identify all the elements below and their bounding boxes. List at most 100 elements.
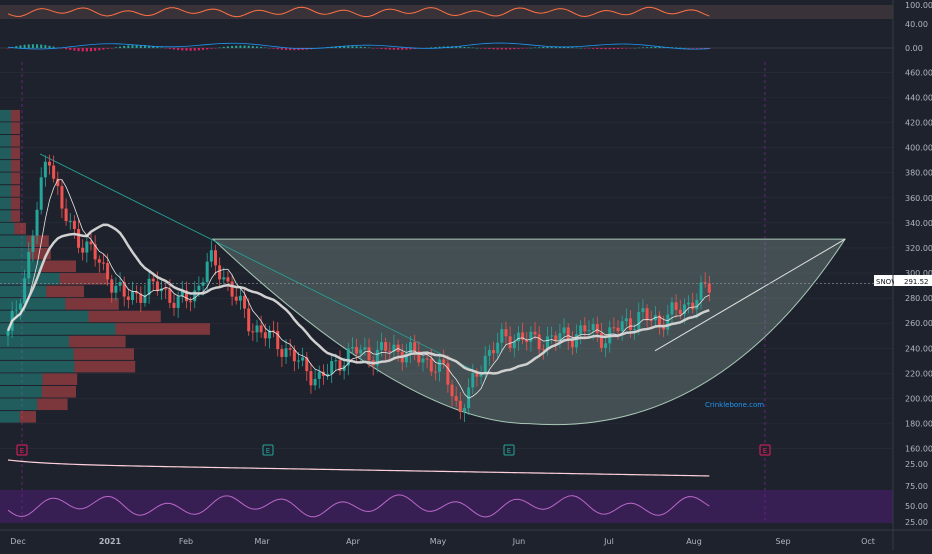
macd-histogram-bar <box>231 45 234 48</box>
price-tick-label: 440.00 <box>905 93 932 102</box>
candle-body <box>350 347 354 349</box>
top-oscillator-line <box>7 6 710 18</box>
macd-tick-0: 0.00 <box>905 44 923 53</box>
volume-profile-bar <box>0 135 11 147</box>
macd-histogram-bar <box>94 48 97 51</box>
candle-body <box>421 358 425 363</box>
candle-body <box>504 329 508 337</box>
macd-histogram-bar <box>471 47 474 49</box>
candle-body <box>433 371 437 373</box>
macd-histogram-bar <box>401 48 404 50</box>
symbol-label: SNOW <box>876 278 898 286</box>
earnings-marker-label: E <box>763 447 767 455</box>
candle-body <box>442 359 446 364</box>
macd-histogram-bar <box>36 44 39 48</box>
candle-body <box>475 373 479 377</box>
macd-histogram-bar <box>413 48 416 50</box>
earnings-marker-label: E <box>20 447 24 455</box>
symbol-tag <box>874 275 894 286</box>
macd-histogram-bar <box>351 46 354 48</box>
macd-histogram-bar <box>164 48 167 49</box>
volume-profile-bar <box>11 197 20 210</box>
earnings-marker <box>16 444 28 456</box>
volume-profile-bar <box>26 235 49 247</box>
candle-body <box>454 396 458 401</box>
macd-histogram-bar <box>596 48 599 49</box>
price-tick-label: 260.00 <box>905 319 932 328</box>
macd-pane: 0.00 <box>0 42 923 53</box>
candle-body <box>126 296 130 300</box>
volume-profile-bar <box>0 398 38 411</box>
macd-histogram-bar <box>197 48 200 51</box>
candle-body <box>164 288 168 290</box>
volume-profile-bar <box>0 210 11 222</box>
macd-histogram-bar <box>480 48 483 49</box>
macd-histogram-bar <box>546 46 549 48</box>
macd-histogram-bar <box>185 48 188 51</box>
macd-histogram-bar <box>127 45 130 48</box>
macd-histogram-bar <box>691 48 694 49</box>
price-tick-label: 460.00 <box>905 68 932 77</box>
time-tick-label: Apr <box>346 537 361 546</box>
macd-histogram-bar <box>583 48 586 49</box>
candle-body <box>110 279 114 293</box>
macd-histogram-bar <box>496 48 499 50</box>
volume-profile-bar <box>88 310 161 323</box>
time-tick-label: Jun <box>512 537 526 546</box>
candle-body <box>39 177 43 210</box>
candle-body <box>267 330 271 339</box>
downtrend-line[interactable] <box>39 153 481 374</box>
volume-profile-bar <box>0 160 11 172</box>
candle-body <box>620 321 624 332</box>
candle-body <box>458 400 462 412</box>
candle-body <box>521 332 525 340</box>
macd-histogram-bar <box>181 48 184 51</box>
macd-histogram-bar <box>488 48 491 50</box>
candle-body <box>326 373 330 376</box>
candle-body <box>533 331 537 335</box>
atr-pane: 25.00 <box>7 459 928 477</box>
volume-profile-bar <box>65 298 119 310</box>
candle-body <box>409 342 413 354</box>
candle-body <box>446 363 450 385</box>
rsi-tick-50: 50.00 <box>905 502 928 511</box>
macd-histogram-bar <box>434 47 437 48</box>
candle-body <box>18 303 22 310</box>
volume-profile-bar <box>42 373 78 385</box>
candle-body <box>492 349 496 354</box>
breakout-line[interactable] <box>654 238 846 352</box>
cup-pattern-shape[interactable] <box>211 238 846 426</box>
macd-histogram-bar <box>617 48 620 49</box>
price-tick-label: 200.00 <box>905 395 932 404</box>
candle-body <box>666 314 670 330</box>
volume-profile-bar <box>0 298 66 310</box>
candle-body <box>317 371 321 379</box>
candle-body <box>599 332 603 348</box>
time-tick-label: May <box>430 537 447 546</box>
candle-body <box>180 290 184 297</box>
volume-profile-bar <box>11 135 20 147</box>
macd-histogram-bar <box>629 48 632 49</box>
macd-histogram-bar <box>293 48 296 51</box>
macd-histogram-bar <box>587 48 590 49</box>
candle-body <box>628 318 632 330</box>
macd-histogram-bar <box>131 45 134 48</box>
macd-histogram-bar <box>23 44 26 48</box>
candle-body <box>184 290 188 302</box>
candle-body <box>404 353 408 363</box>
candle-body <box>296 360 300 362</box>
volume-profile-bar <box>11 122 20 135</box>
candle-body <box>508 336 512 349</box>
candle-body <box>637 312 641 329</box>
macd-histogram-bar <box>409 48 412 50</box>
rsi-tick-25: 25.00 <box>905 518 928 527</box>
macd-histogram-bar <box>235 45 238 48</box>
volume-profile-bar <box>69 335 126 348</box>
earnings-marker-label: E <box>266 447 270 455</box>
macd-histogram-bar <box>243 45 246 48</box>
macd-histogram-bar <box>193 48 196 51</box>
candle-body <box>85 241 89 253</box>
macd-histogram-bar <box>297 48 300 51</box>
